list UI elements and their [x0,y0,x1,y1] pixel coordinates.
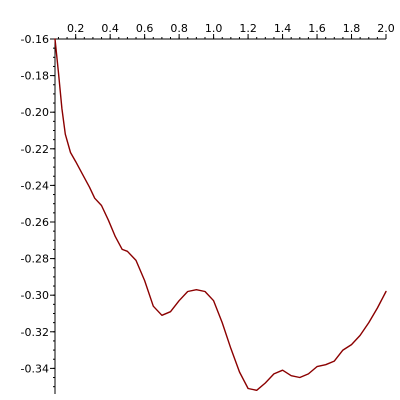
y-tick-label: -0.18 [21,70,49,83]
x-tick-label: 2.0 [377,22,395,35]
x-tick-label: 0.4 [101,22,119,35]
x-tick-label: 0.2 [67,22,85,35]
y-tick-label: -0.26 [21,216,49,229]
x-tick-label: 1.4 [274,22,292,35]
y-tick-label: -0.34 [21,362,49,375]
x-tick-label: 0.8 [170,22,188,35]
data-marks [54,38,387,391]
y-tick-label: -0.32 [21,326,49,339]
y-tick-label: -0.22 [21,143,49,156]
x-tick-label: 1.2 [239,22,257,35]
series-line [54,38,387,391]
x-tick-label: 1.8 [343,22,361,35]
axes: 0.2 0.4 0.6 0.8 1.0 1.2 1.4 1.6 1.8 2.0 -0.16 -0.18… [21,22,395,394]
y-tick-label: -0.28 [21,253,49,266]
x-tick-label: 1.6 [308,22,326,35]
x-tick-label: 1.0 [205,22,223,35]
y-tick-label: -0.16 [21,33,49,46]
y-tick-label: -0.20 [21,106,49,119]
y-tick-label: -0.24 [21,179,49,192]
y-tick-label: -0.30 [21,289,49,302]
x-tick-label: 0.6 [136,22,154,35]
